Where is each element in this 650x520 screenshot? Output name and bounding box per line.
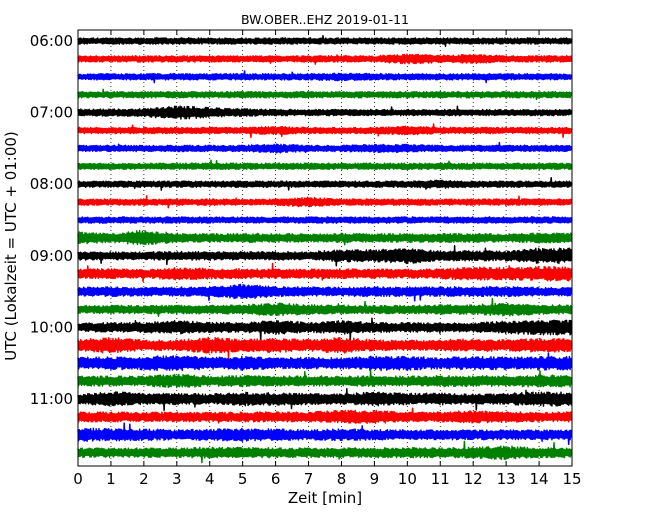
x-tick-label: 11: [431, 470, 450, 488]
trace-line-19: [77, 352, 573, 372]
x-tick-label: 0: [73, 470, 83, 488]
y-tick-label: 09:00: [30, 247, 73, 265]
y-tick-label: 11:00: [30, 390, 73, 408]
x-tick-label: 13: [497, 470, 516, 488]
trace-line-18: [77, 336, 573, 359]
trace-line-23: [77, 422, 573, 446]
y-tick-label: 10:00: [30, 318, 73, 336]
x-tick-label: 14: [530, 470, 549, 488]
x-tick-label: 12: [464, 470, 483, 488]
x-tick-label: 2: [139, 470, 149, 488]
y-tick-label: 07:00: [30, 104, 73, 122]
trace-line-15: [77, 283, 573, 302]
x-tick-label: 15: [562, 470, 581, 488]
x-tick-label: 4: [205, 470, 215, 488]
y-axis-label: UTC (Lokalzeit = UTC + 01:00): [2, 131, 20, 361]
trace-line-9: [77, 176, 573, 191]
trace-line-21: [77, 387, 573, 412]
trace-line-6: [77, 123, 573, 139]
x-tick-label: 1: [106, 470, 116, 488]
seismic-traces: [77, 35, 573, 464]
y-tick-label: 08:00: [30, 175, 73, 193]
trace-line-7: [77, 141, 573, 154]
vertical-grid: [110, 30, 540, 466]
x-tick-label: 10: [398, 470, 417, 488]
trace-line-4: [77, 88, 573, 101]
trace-line-1: [77, 35, 573, 48]
axis-ticks: 0 1 2 3 4 5 6 7 8 9 10 11 12 13 14 1506:0007:0008:0009:…: [30, 30, 582, 488]
y-tick-label: 06:00: [30, 32, 73, 50]
trace-line-8: [77, 159, 573, 171]
trace-line-3: [77, 70, 573, 84]
x-tick-label: 7: [304, 470, 314, 488]
trace-line-12: [77, 229, 573, 246]
x-tick-label: 8: [337, 470, 347, 488]
chart-title: BW.OBER..EHZ 2019-01-11: [241, 12, 409, 27]
plot-frame: [77, 29, 573, 467]
x-tick-label: 6: [271, 470, 281, 488]
trace-line-2: [77, 53, 573, 65]
trace-line-11: [77, 216, 573, 224]
x-tick-label: 9: [370, 470, 380, 488]
trace-line-10: [77, 195, 573, 209]
trace-line-5: [77, 105, 573, 120]
trace-line-24: [77, 440, 573, 464]
trace-line-20: [77, 369, 573, 389]
x-tick-label: 5: [238, 470, 248, 488]
x-axis-label: Zeit [min]: [288, 489, 362, 507]
x-tick-label: 3: [172, 470, 182, 488]
trace-line-17: [77, 317, 573, 342]
trace-line-22: [77, 407, 573, 425]
trace-line-13: [77, 245, 573, 267]
trace-line-14: [77, 262, 573, 283]
trace-line-16: [77, 297, 573, 317]
